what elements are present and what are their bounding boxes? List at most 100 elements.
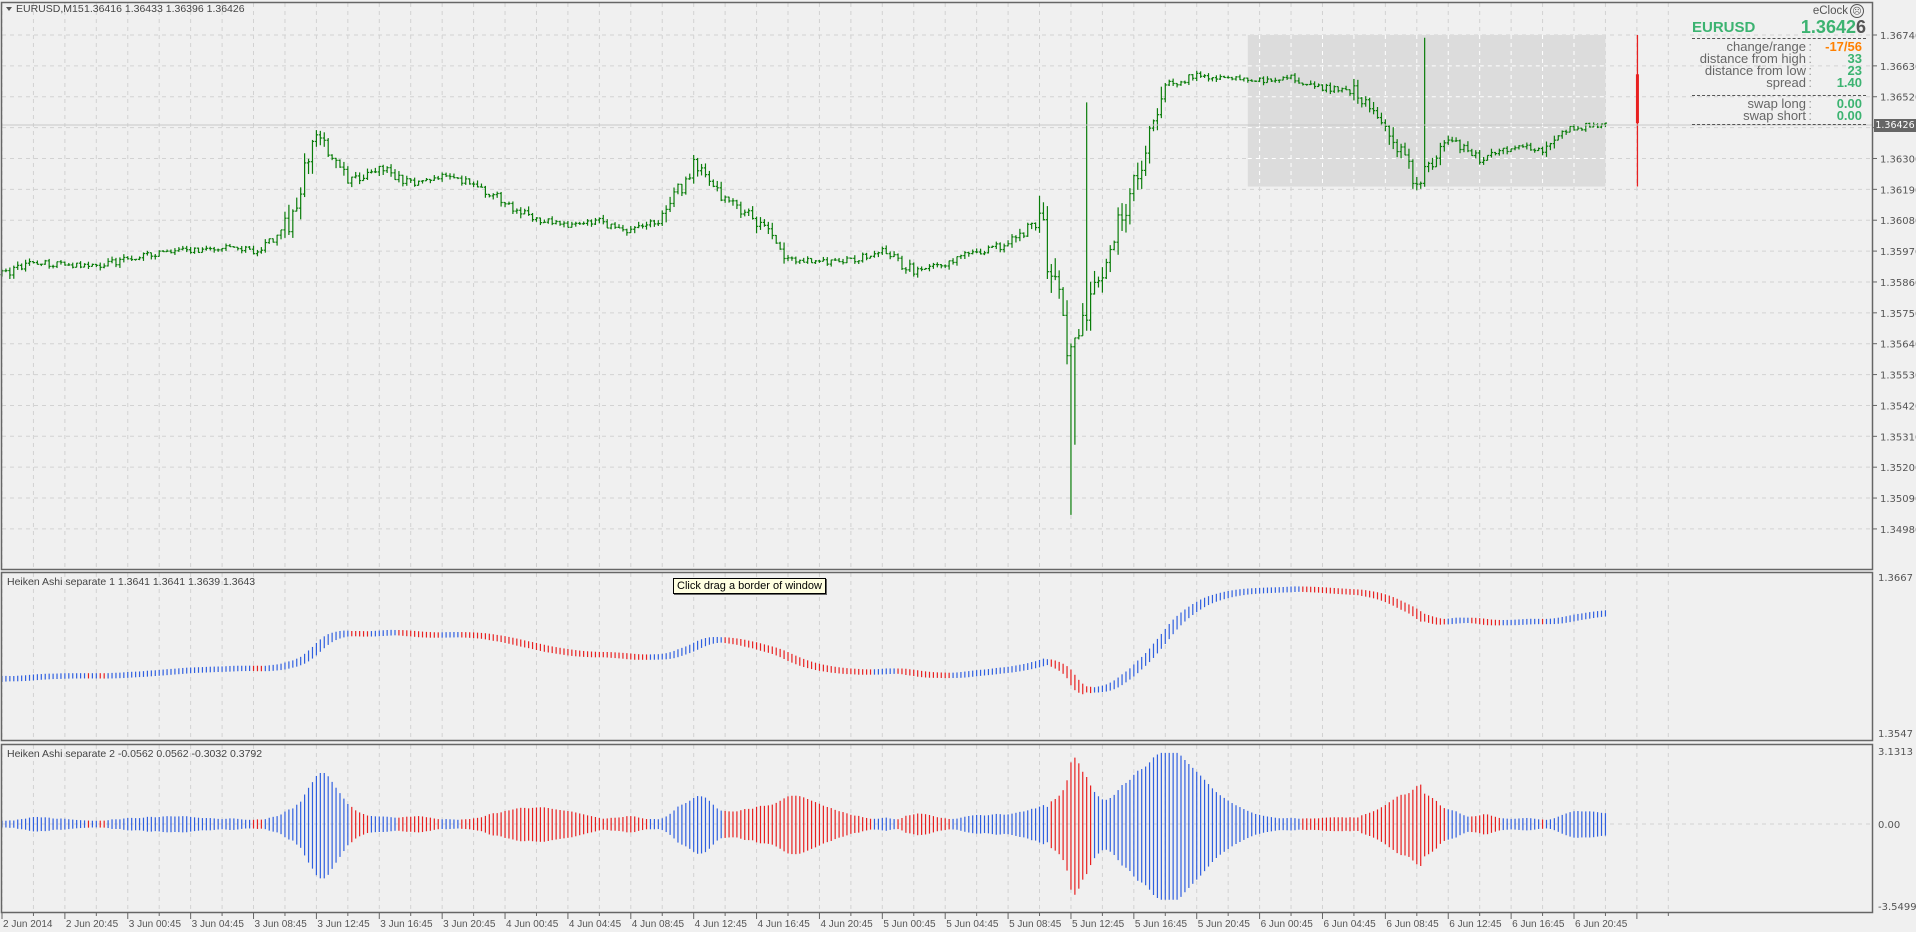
- price-bar: [931, 262, 936, 269]
- price-bar: [1517, 145, 1521, 150]
- price-bar: [1116, 207, 1120, 255]
- price-bar: [786, 255, 790, 262]
- price-bar: [798, 259, 802, 264]
- price-bar: [314, 130, 318, 147]
- price-bar: [943, 264, 947, 268]
- x-tick-label: 5 Jun 04:45: [946, 919, 999, 930]
- price-bar: [1403, 142, 1407, 156]
- price-bar: [802, 257, 806, 263]
- x-tick-label: 6 Jun 12:45: [1449, 919, 1502, 930]
- price-bar: [912, 262, 916, 277]
- price-bar: [939, 264, 943, 269]
- info-row: distance from low: 23: [1680, 64, 1866, 77]
- price-bar: [393, 169, 397, 181]
- bid-price-main: 1.3642: [1800, 17, 1856, 37]
- indicator1-label: Heiken Ashi separate 1 1.3641 1.3641 1.3…: [7, 576, 255, 588]
- price-bar: [326, 138, 330, 158]
- time-axis[interactable]: 2 Jun 2014 2 Jun 20:45 3 Jun 00:45 3 Jun 04…: [1, 913, 1669, 930]
- price-bar: [334, 157, 338, 169]
- price-bar: [715, 180, 719, 192]
- price-bar: [420, 180, 425, 184]
- y-tick-label: 1.3547: [1878, 729, 1913, 740]
- price-bar: [1159, 86, 1163, 119]
- price-bar: [1065, 300, 1069, 365]
- price-bar: [1246, 77, 1250, 83]
- x-tick-label: 5 Jun 16:45: [1135, 919, 1188, 930]
- main-panel-border[interactable]: [0, 1, 1874, 571]
- price-bar: [900, 255, 904, 270]
- price-bar: [523, 208, 527, 215]
- price-bar: [637, 221, 641, 229]
- price-bar: [1144, 145, 1148, 176]
- day-range-box: [1247, 35, 1606, 187]
- price-bar: [927, 264, 932, 272]
- price-bar: [1407, 148, 1411, 169]
- price-bar: [597, 217, 601, 224]
- indicator1-panel-border[interactable]: [0, 571, 1874, 742]
- price-bar: [212, 246, 216, 253]
- info-value: 23: [1847, 63, 1862, 78]
- price-bar: [1548, 142, 1553, 151]
- price-bar: [676, 183, 680, 195]
- price-bar: [255, 249, 260, 257]
- price-axis[interactable]: 1.36740 1.36630 1.36520 1.36300 1.36190 1.360…: [1873, 31, 1916, 913]
- price-bar: [495, 191, 499, 198]
- price-bar: [1391, 127, 1395, 150]
- x-tick-label: 5 Jun 00:45: [883, 919, 936, 930]
- triangle-down-icon[interactable]: [6, 7, 12, 11]
- price-bar: [185, 245, 189, 253]
- price-bar: [118, 257, 122, 268]
- price-bar: [593, 217, 598, 226]
- price-bar: [923, 267, 928, 270]
- price-bar: [829, 259, 833, 267]
- colon: :: [1808, 63, 1812, 78]
- price-bar: [55, 261, 59, 269]
- price-bar: [27, 258, 32, 266]
- info-label: distance from low: [1704, 63, 1806, 78]
- price-bar: [1556, 135, 1560, 141]
- divider: [1692, 38, 1866, 39]
- price-bar: [833, 257, 837, 261]
- price-bar: [542, 219, 546, 224]
- price-bar: [723, 195, 727, 203]
- price-bar: [1100, 267, 1104, 293]
- price-bar: [1026, 222, 1030, 237]
- price-bar: [904, 267, 908, 274]
- price-bar: [71, 262, 75, 269]
- price-bar: [1328, 82, 1332, 95]
- price-bar: [511, 201, 515, 215]
- price-bar: [440, 172, 444, 182]
- price-bar: [605, 219, 609, 229]
- price-bar: [416, 180, 421, 186]
- price-bar: [114, 257, 118, 268]
- price-bar: [633, 226, 637, 234]
- price-bar: [1085, 102, 1089, 331]
- price-bar: [456, 177, 460, 180]
- price-bar: [216, 248, 220, 252]
- price-bar: [609, 223, 613, 230]
- price-bar: [1045, 206, 1049, 279]
- price-bar: [1493, 151, 1497, 156]
- indicator2-panel-border[interactable]: [0, 743, 1874, 914]
- x-tick-label: 5 Jun 12:45: [1072, 919, 1125, 930]
- heiken-ashi-2-bars: [1, 752, 1607, 900]
- sad-face-icon[interactable]: ☹: [1850, 4, 1864, 18]
- price-bar: [1254, 80, 1258, 82]
- price-bar: [1599, 123, 1604, 129]
- price-bar: [1348, 89, 1352, 96]
- price-bar: [621, 224, 625, 232]
- price-bar: [350, 176, 354, 188]
- price-bar: [1497, 148, 1501, 156]
- current-price-tag: 1.36426: [1874, 119, 1916, 132]
- price-bar: [935, 262, 939, 268]
- price-bar: [432, 175, 436, 181]
- price-bar: [1478, 150, 1482, 165]
- price-bar: [110, 256, 114, 264]
- price-bar: [397, 171, 401, 183]
- price-bar: [1089, 281, 1093, 331]
- price-bar: [660, 210, 664, 226]
- price-bar: [515, 208, 519, 214]
- info-row: spread: 1.40: [1680, 76, 1866, 89]
- price-bar: [1544, 141, 1549, 157]
